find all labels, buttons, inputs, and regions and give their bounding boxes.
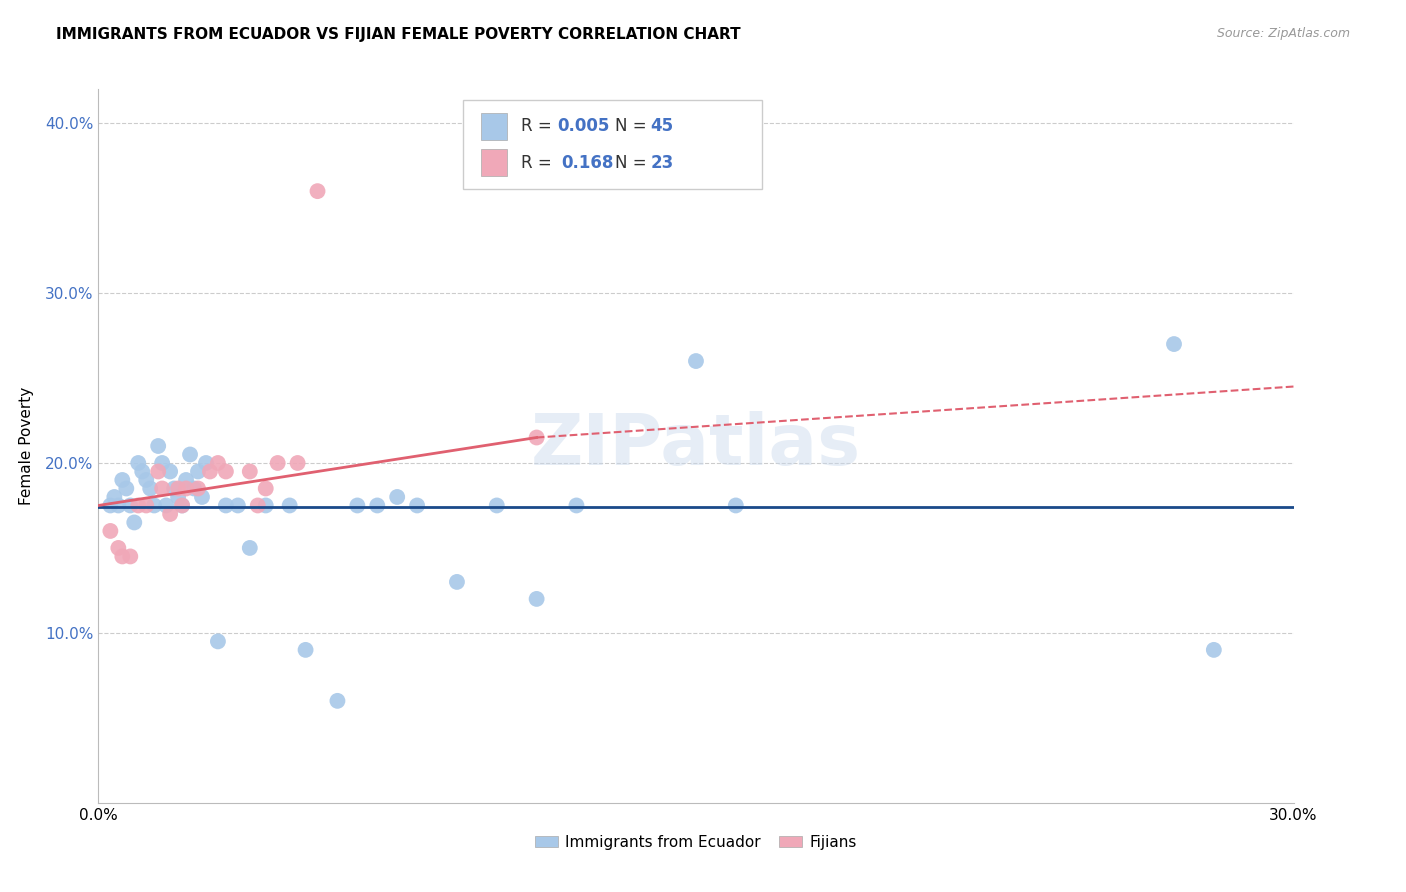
Point [207,456,229,470]
Point [526,591,548,606]
Point [1202,643,1225,657]
Point [150,456,173,470]
Y-axis label: Female Poverty: Female Poverty [18,387,34,505]
Point [135,499,157,513]
Point [172,499,194,513]
FancyBboxPatch shape [463,100,762,189]
Text: IMMIGRANTS FROM ECUADOR VS FIJIAN FEMALE POVERTY CORRELATION CHART: IMMIGRANTS FROM ECUADOR VS FIJIAN FEMALE… [56,27,741,42]
Point [127,499,149,513]
Point [565,499,588,513]
Point [135,473,157,487]
Point [406,499,429,513]
Point [111,549,134,564]
Point [294,643,316,657]
Point [120,499,142,513]
Point [172,499,194,513]
Text: 0.005: 0.005 [557,118,610,136]
Point [685,354,707,368]
FancyBboxPatch shape [481,113,508,140]
Text: N =: N = [614,118,651,136]
Point [163,482,186,496]
Text: N =: N = [614,153,651,171]
Point [150,482,173,496]
Point [307,184,329,198]
Point [159,465,181,479]
Point [131,465,153,479]
Point [191,490,214,504]
Point [287,456,309,470]
Text: ZIPatlas: ZIPatlas [531,411,860,481]
Point [366,499,388,513]
Point [239,541,262,555]
FancyBboxPatch shape [481,149,508,176]
Point [103,490,125,504]
Point [267,456,290,470]
Point [183,482,205,496]
Point [195,456,218,470]
Point [326,694,349,708]
Point [124,516,146,530]
Point [148,465,170,479]
Point [526,430,548,444]
Point [278,499,301,513]
Point [187,482,209,496]
Point [239,465,262,479]
Point [187,465,209,479]
Point [246,499,269,513]
Point [127,456,149,470]
Point [207,634,229,648]
Point [385,490,409,504]
Point [107,499,129,513]
Point [226,499,249,513]
Point [1163,337,1185,351]
Text: Source: ZipAtlas.com: Source: ZipAtlas.com [1216,27,1350,40]
Point [215,465,238,479]
Point [167,482,190,496]
Point [179,448,201,462]
Text: R =: R = [522,153,562,171]
Point [724,499,747,513]
Point [174,473,197,487]
Point [254,482,277,496]
Point [446,574,468,589]
Point [167,490,190,504]
Text: 0.168: 0.168 [561,153,613,171]
Point [148,439,170,453]
Point [485,499,508,513]
Point [174,482,197,496]
Point [98,524,122,538]
Point [111,473,134,487]
Point [115,482,138,496]
Point [120,549,142,564]
Text: 23: 23 [651,153,673,171]
Point [139,482,162,496]
Point [346,499,368,513]
Point [198,465,221,479]
Text: 45: 45 [651,118,673,136]
Point [98,499,122,513]
Point [254,499,277,513]
Legend: Immigrants from Ecuador, Fijians: Immigrants from Ecuador, Fijians [529,829,863,855]
Point [143,499,166,513]
Point [159,507,181,521]
Text: R =: R = [522,118,558,136]
Point [107,541,129,555]
Point [215,499,238,513]
Point [155,499,177,513]
